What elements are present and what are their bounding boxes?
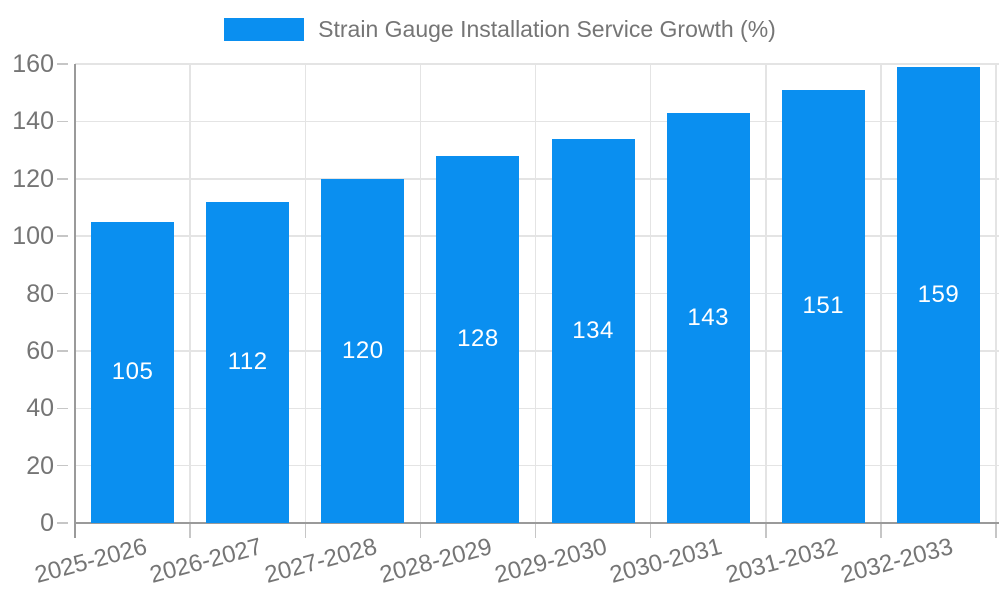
y-tick-label: 140 (12, 107, 54, 136)
y-tick (57, 407, 68, 409)
h-gridline (75, 407, 999, 409)
h-gridline (75, 292, 999, 295)
v-gridline (189, 64, 191, 523)
x-tick-label: 2027-2028 (261, 533, 380, 589)
bar[interactable]: 105 (91, 221, 175, 523)
bar[interactable]: 143 (666, 112, 750, 523)
bar-value-label: 143 (687, 303, 729, 331)
y-tick (57, 235, 68, 237)
x-tick-label: 2030-2031 (607, 533, 726, 589)
bar-value-label: 151 (802, 292, 845, 320)
y-tick (57, 522, 68, 524)
x-tick (649, 523, 652, 538)
y-tick-label: 120 (12, 164, 54, 193)
v-gridline (419, 64, 422, 523)
x-tick-label: 2025-2026 (31, 533, 150, 589)
v-gridline (880, 64, 882, 523)
h-gridline (75, 63, 999, 65)
chart-legend[interactable]: Strain Gauge Installation Service Growth… (0, 16, 1000, 43)
bar[interactable]: 134 (551, 138, 635, 523)
legend-swatch (224, 18, 305, 41)
x-tick (419, 523, 422, 538)
bar[interactable]: 120 (321, 178, 405, 523)
x-tick (534, 523, 537, 538)
legend-label: Strain Gauge Installation Service Growth… (318, 16, 776, 42)
y-tick-label: 160 (12, 50, 54, 78)
bar-value-label: 105 (111, 358, 154, 386)
bar[interactable]: 112 (206, 201, 290, 523)
y-tick-label: 0 (40, 509, 54, 537)
h-gridline (75, 235, 999, 237)
y-tick (57, 63, 68, 65)
y-tick-label: 20 (26, 451, 54, 480)
x-tick (304, 523, 306, 538)
x-tick-label: 2032-2033 (837, 533, 956, 589)
y-tick (57, 120, 68, 123)
x-tick (880, 523, 882, 538)
bar[interactable]: 159 (896, 66, 980, 523)
y-tick (57, 350, 68, 352)
v-gridline (995, 64, 997, 523)
y-axis-line (74, 64, 76, 538)
bar-value-label: 112 (227, 348, 268, 376)
x-tick (995, 523, 997, 538)
bar-value-label: 128 (457, 325, 499, 353)
x-axis-line (74, 522, 999, 524)
y-tick (57, 464, 68, 467)
x-tick-label: 2029-2030 (492, 533, 611, 589)
bar-value-label: 159 (917, 280, 960, 308)
x-tick (189, 523, 191, 538)
v-gridline (765, 64, 767, 523)
x-tick (765, 523, 767, 538)
h-gridline (75, 178, 999, 180)
bar-value-label: 134 (572, 316, 614, 344)
v-gridline (534, 64, 537, 523)
y-tick (57, 178, 68, 180)
bar[interactable]: 128 (436, 155, 520, 523)
x-tick-label: 2028-2029 (377, 533, 495, 589)
y-tick-label: 60 (26, 336, 54, 365)
bar-value-label: 120 (342, 336, 384, 364)
v-gridline (304, 64, 306, 523)
bar[interactable]: 151 (781, 89, 865, 523)
v-gridline (649, 64, 652, 523)
y-tick-label: 100 (12, 222, 54, 251)
x-tick-label: 2026-2027 (146, 533, 265, 589)
y-tick-label: 80 (26, 279, 54, 308)
y-tick (57, 292, 68, 295)
h-gridline (75, 350, 999, 352)
h-gridline (75, 464, 999, 467)
x-tick-label: 2031-2032 (722, 533, 841, 589)
h-gridline (75, 120, 999, 123)
y-tick-label: 40 (26, 394, 54, 423)
